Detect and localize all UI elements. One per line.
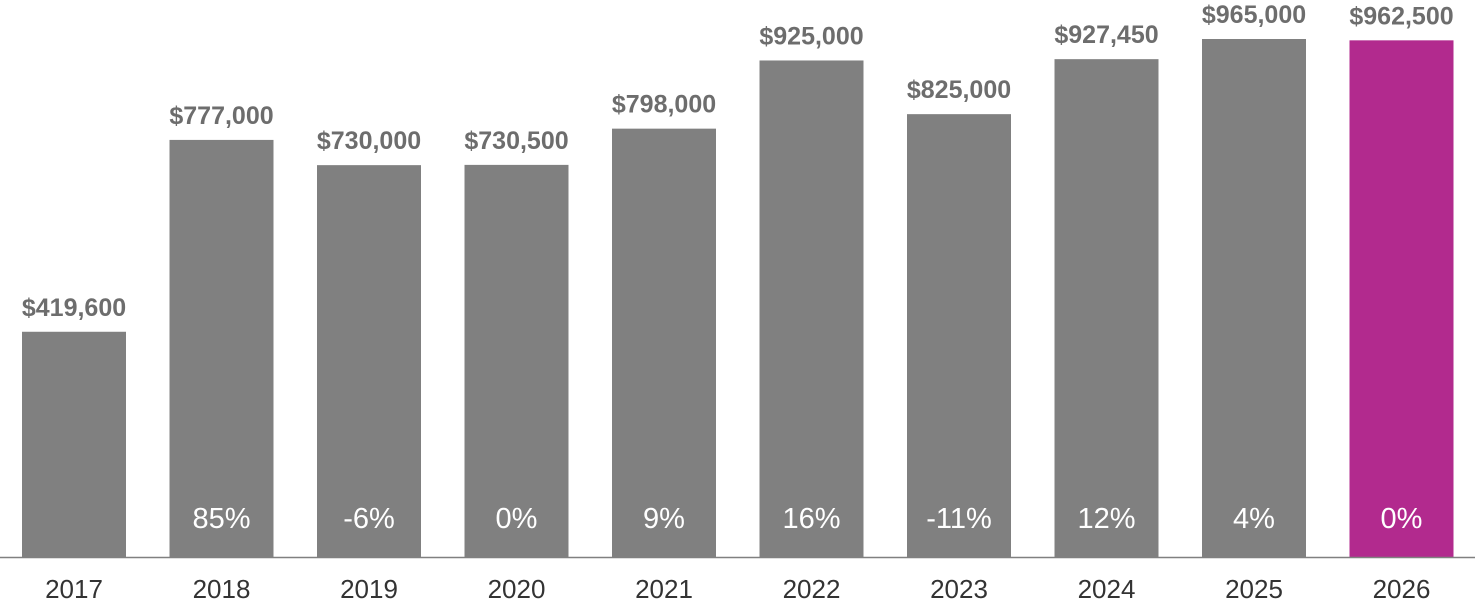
bar-2019 [317, 165, 421, 557]
bar-2018 [169, 139, 274, 557]
bar-2017 [22, 331, 126, 557]
change-label-2022: 16% [782, 503, 840, 535]
change-label-2019: -6% [343, 503, 395, 535]
bar-2023 [907, 114, 1011, 557]
value-label-2022: $925,000 [759, 22, 863, 50]
x-tick-label-2025: 2025 [1225, 574, 1283, 604]
value-label-2023: $825,000 [907, 76, 1011, 104]
x-tick-label-2022: 2022 [783, 574, 841, 604]
x-tick-label-2018: 2018 [193, 574, 251, 604]
change-labels-group: 85% -6% 0% 9% 16% -11% 12% 4% 0% [192, 503, 1422, 535]
change-label-2021: 9% [643, 503, 685, 535]
change-label-2024: 12% [1077, 503, 1135, 535]
x-tick-label-2020: 2020 [488, 574, 546, 604]
bar-2021 [612, 128, 716, 557]
value-label-2018: $777,000 [169, 102, 273, 130]
change-label-2025: 4% [1233, 503, 1275, 535]
x-tick-label-2021: 2021 [635, 574, 693, 604]
value-label-2020: $730,500 [464, 127, 568, 155]
bar-2026 [1349, 40, 1454, 557]
value-label-2021: $798,000 [612, 91, 716, 119]
x-tick-label-2023: 2023 [930, 574, 988, 604]
value-label-2026: $962,500 [1349, 2, 1453, 30]
x-tick-labels-group: 2017 2018 2019 2020 2021 2022 2023 2024 2025 2026 [45, 574, 1430, 604]
x-tick-label-2019: 2019 [340, 574, 398, 604]
change-label-2018: 85% [192, 503, 250, 535]
value-label-2025: $965,000 [1202, 1, 1306, 29]
change-label-2023: -11% [926, 503, 992, 535]
bar-2020 [464, 164, 569, 557]
value-label-2024: $927,450 [1054, 21, 1158, 49]
bars-group [22, 39, 1454, 558]
x-tick-label-2017: 2017 [45, 574, 103, 604]
x-tick-label-2024: 2024 [1078, 574, 1136, 604]
value-labels-group: $419,600 $777,000 $730,000 $730,500 $798,000… [22, 1, 1454, 322]
value-label-2019: $730,000 [317, 127, 421, 155]
value-label-2017: $419,600 [22, 294, 126, 322]
bar-2022 [759, 60, 864, 558]
change-label-2026: 0% [1381, 503, 1423, 535]
x-tick-label-2026: 2026 [1373, 574, 1431, 604]
bar-2024 [1054, 59, 1159, 557]
bar-2025 [1202, 39, 1306, 557]
change-label-2020: 0% [496, 503, 538, 535]
